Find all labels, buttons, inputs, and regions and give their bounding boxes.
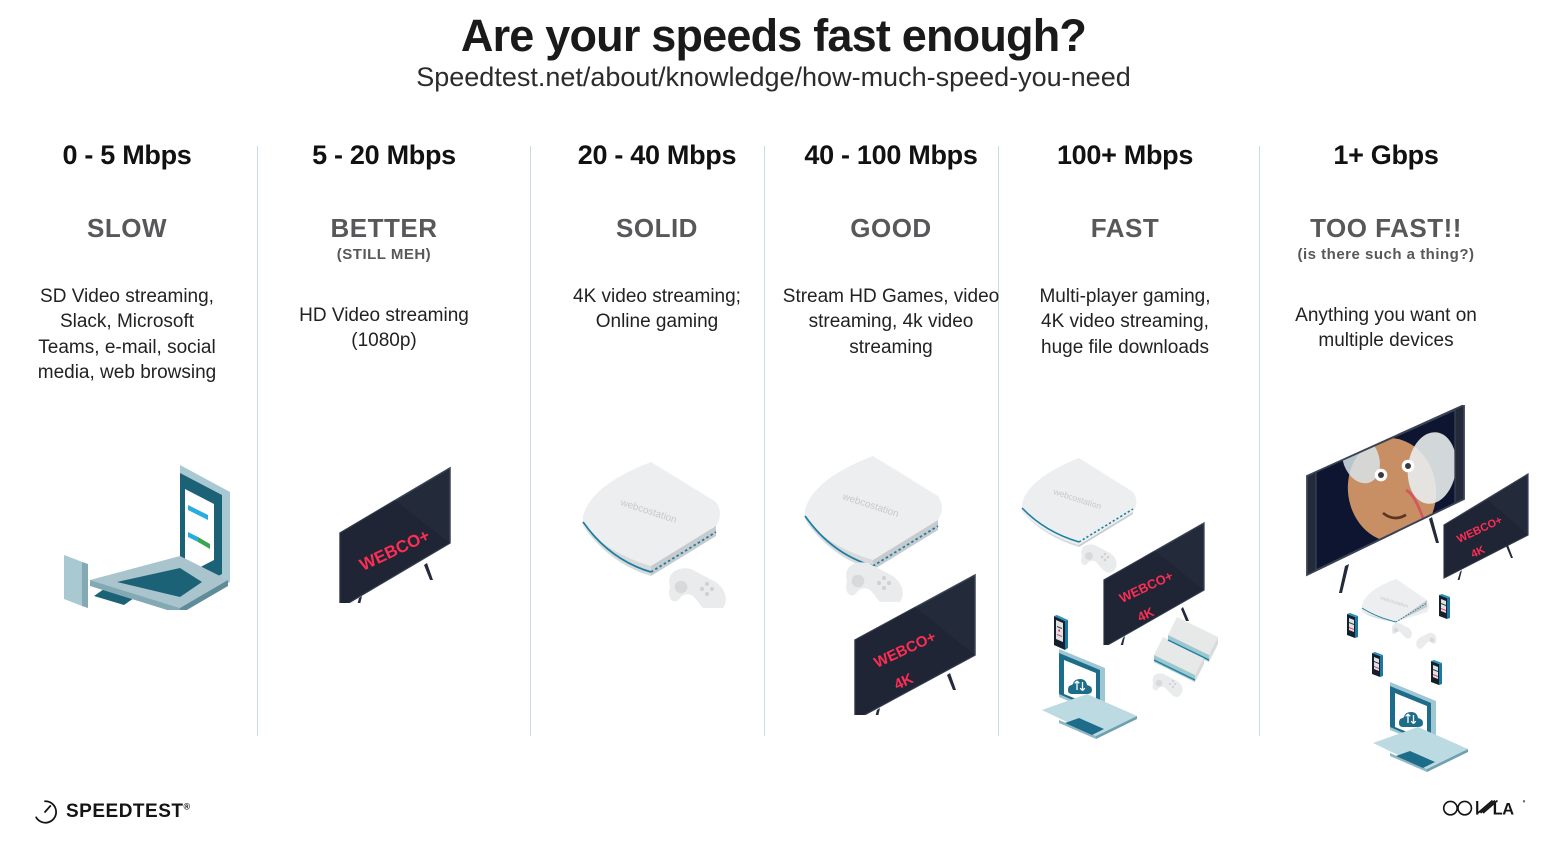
svg-text:LA: LA	[1493, 801, 1515, 816]
